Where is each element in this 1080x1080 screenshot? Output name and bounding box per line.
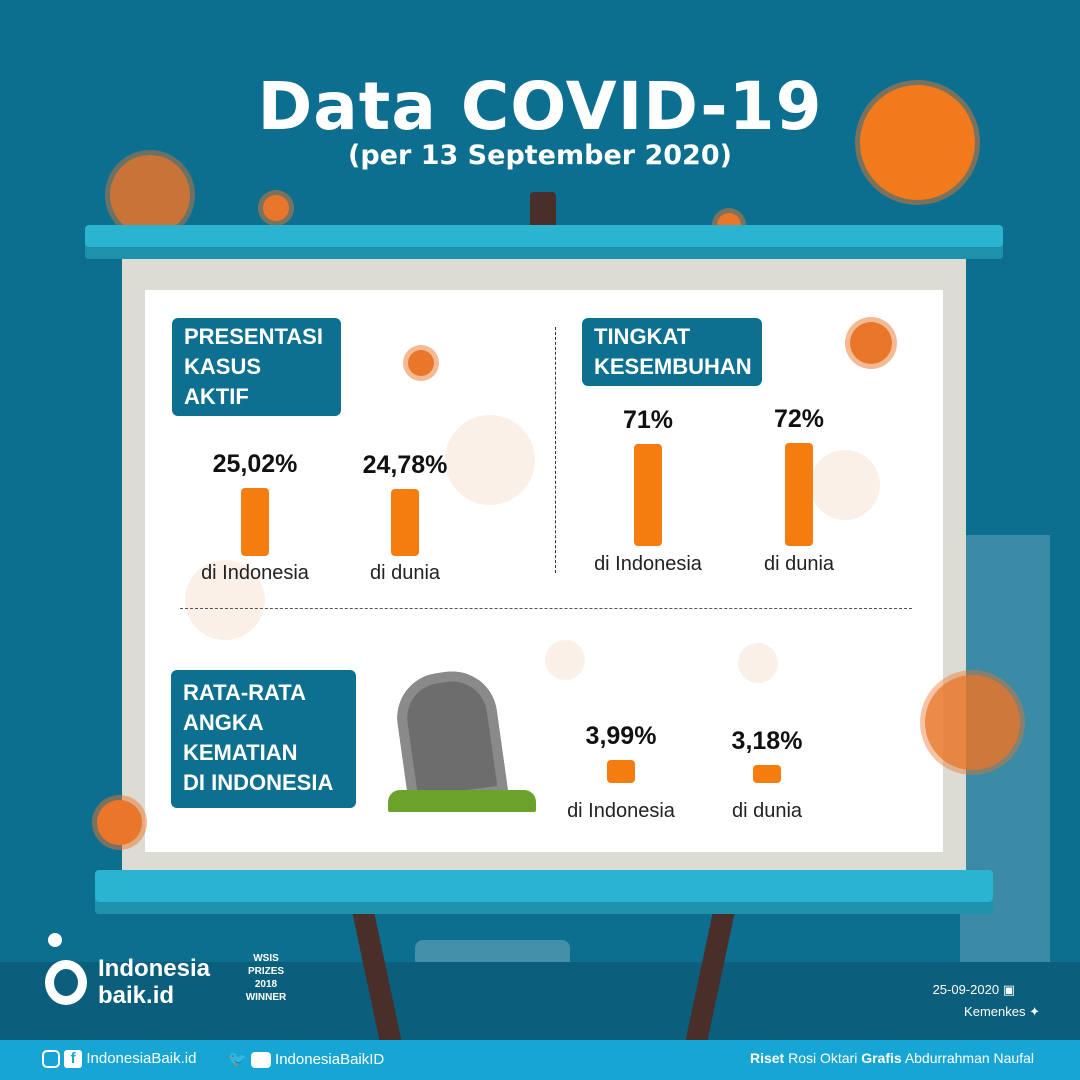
virus-watermark-icon — [545, 640, 585, 680]
calendar-icon: ▣ — [1002, 982, 1015, 997]
label-line: KASUS AKTIF — [184, 354, 262, 409]
social-right: 🐦 IndonesiaBaikID — [228, 1050, 385, 1069]
label-line: PRESENTASI — [184, 324, 323, 349]
chart-bar — [785, 443, 813, 546]
label-line: KEMATIAN — [183, 740, 298, 765]
virus-icon — [97, 800, 142, 845]
virus-icon — [860, 85, 975, 200]
vertical-divider — [555, 327, 556, 573]
chart-bar — [391, 488, 419, 556]
virus-icon — [408, 350, 434, 376]
brand-name-line: baik.id — [98, 982, 175, 1009]
chart-value-label: 71% — [622, 406, 674, 435]
chart-category-label: di Indonesia — [567, 800, 675, 822]
label-line: DI INDONESIA — [183, 770, 334, 795]
section-label-recovery: TINGKAT KESEMBUHAN — [582, 318, 762, 386]
virus-icon — [925, 675, 1020, 770]
facebook-icon: f — [64, 1050, 83, 1069]
brand-name-line: Indonesia — [98, 955, 211, 982]
map-icon: ✦ — [1029, 1004, 1040, 1019]
page-subtitle: (per 13 September 2020) — [348, 140, 732, 171]
meta-date: 25-09-2020 ▣ — [900, 982, 1015, 998]
meta-source: Kemenkes ✦ — [900, 1004, 1040, 1020]
chart-category-label: di Indonesia — [594, 553, 702, 575]
easel-top-knob — [530, 192, 556, 228]
chart-category-label: di Indonesia — [201, 562, 309, 584]
chart-category-label: di dunia — [369, 562, 441, 584]
brand-logo-icon — [45, 960, 87, 1005]
chart-value-label: 25,02% — [212, 449, 298, 478]
board-bottom-rail — [95, 870, 993, 914]
label-line: RATA-RATA — [183, 680, 306, 705]
label-line: ANGKA — [183, 710, 264, 735]
footer: f IndonesiaBaik.id 🐦 IndonesiaBaikID Ris… — [0, 1040, 1080, 1080]
credits: Riset Rosi Oktari Grafis Abdurrahman Nau… — [750, 1050, 1034, 1066]
instagram-icon — [42, 1050, 60, 1069]
ground-band — [0, 962, 1080, 1040]
chart-bar — [634, 444, 662, 546]
horizontal-divider — [180, 608, 912, 609]
chart-bar — [753, 764, 781, 783]
twitter-icon: 🐦 — [228, 1051, 247, 1068]
virus-watermark-icon — [445, 415, 535, 505]
page-title: Data COVID-19 — [257, 68, 823, 145]
grafis-name: Abdurrahman Naufal — [904, 1050, 1034, 1066]
chart-bar — [241, 487, 269, 556]
virus-watermark-icon — [810, 450, 880, 520]
chart-value-label: 24,78% — [362, 450, 448, 479]
virus-watermark-icon — [185, 560, 265, 640]
chart-value-label: 3,99% — [585, 721, 657, 750]
label-line: KESEMBUHAN — [594, 354, 752, 379]
source-text: Kemenkes — [964, 1004, 1026, 1019]
section-label-death-rate: RATA-RATA ANGKA KEMATIAN DI INDONESIA — [171, 670, 356, 808]
youtube-icon — [250, 1052, 271, 1069]
handle-social[interactable]: IndonesiaBaikID — [275, 1051, 385, 1068]
date-text: 25-09-2020 — [932, 982, 1000, 997]
chart-category-label: di dunia — [731, 800, 803, 822]
riset-label: Riset — [749, 1050, 785, 1066]
riset-name: Rosi Oktari — [788, 1050, 858, 1066]
handle-website[interactable]: IndonesiaBaik.id — [86, 1050, 197, 1067]
virus-icon — [263, 195, 289, 221]
chart-bar — [607, 759, 635, 783]
award-badge: WSIS PRIZES 2018 WINNER — [245, 953, 287, 1003]
brand-logo-dot — [48, 933, 62, 947]
chart-value-label: 3,18% — [731, 726, 803, 755]
grafis-label: Grafis — [861, 1050, 902, 1066]
virus-icon — [110, 155, 190, 235]
social-left: f IndonesiaBaik.id — [42, 1050, 197, 1069]
label-line: TINGKAT — [594, 324, 691, 349]
board-top-rail — [85, 225, 1003, 259]
chart-value-label: 72% — [773, 405, 825, 434]
section-label-active-cases: PRESENTASI KASUS AKTIF — [172, 318, 341, 416]
virus-watermark-icon — [738, 643, 778, 683]
virus-icon — [850, 322, 892, 364]
grass-icon — [388, 790, 536, 812]
chart-category-label: di dunia — [763, 553, 835, 575]
brand-name: Indonesia baik.id — [98, 955, 210, 1009]
